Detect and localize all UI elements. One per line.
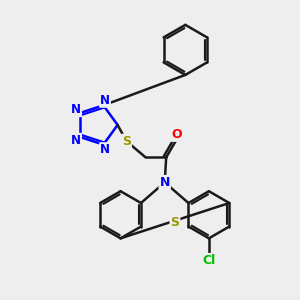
Text: S: S xyxy=(122,135,131,148)
Text: N: N xyxy=(100,94,110,107)
Text: S: S xyxy=(170,216,179,229)
Text: N: N xyxy=(71,134,81,147)
Text: O: O xyxy=(171,128,182,141)
Text: N: N xyxy=(71,103,81,116)
Text: N: N xyxy=(160,176,170,189)
Text: Cl: Cl xyxy=(202,254,215,267)
Text: N: N xyxy=(100,143,110,156)
